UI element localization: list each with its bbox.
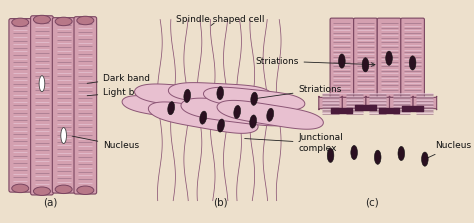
FancyBboxPatch shape — [377, 18, 401, 100]
Ellipse shape — [77, 16, 94, 25]
Ellipse shape — [327, 148, 334, 162]
FancyBboxPatch shape — [354, 18, 377, 100]
Ellipse shape — [55, 185, 72, 194]
Polygon shape — [203, 87, 305, 110]
Text: (a): (a) — [43, 197, 58, 207]
Text: Nucleus: Nucleus — [72, 136, 139, 151]
FancyBboxPatch shape — [31, 16, 53, 195]
Polygon shape — [168, 83, 272, 104]
Text: (b): (b) — [213, 197, 228, 207]
FancyBboxPatch shape — [330, 18, 354, 100]
Ellipse shape — [398, 146, 405, 161]
Ellipse shape — [168, 102, 174, 115]
Text: (c): (c) — [365, 197, 379, 207]
FancyBboxPatch shape — [401, 18, 424, 100]
FancyBboxPatch shape — [52, 18, 75, 193]
Ellipse shape — [410, 56, 416, 70]
Text: Spindle shaped cell: Spindle shaped cell — [176, 15, 264, 24]
Ellipse shape — [421, 152, 428, 166]
Ellipse shape — [338, 54, 345, 68]
Ellipse shape — [200, 111, 207, 124]
Text: Dark band: Dark band — [87, 74, 150, 83]
Ellipse shape — [39, 76, 45, 92]
Ellipse shape — [77, 186, 94, 194]
Polygon shape — [135, 84, 240, 108]
FancyBboxPatch shape — [319, 96, 342, 110]
Text: Striations: Striations — [257, 85, 342, 98]
Ellipse shape — [61, 128, 66, 144]
Ellipse shape — [251, 92, 257, 105]
Text: Junctional
complex: Junctional complex — [245, 133, 343, 153]
FancyBboxPatch shape — [74, 17, 97, 194]
FancyBboxPatch shape — [9, 19, 32, 192]
FancyBboxPatch shape — [413, 96, 437, 110]
Ellipse shape — [34, 15, 50, 24]
Ellipse shape — [267, 108, 273, 121]
Polygon shape — [181, 98, 293, 126]
FancyBboxPatch shape — [366, 96, 390, 110]
Polygon shape — [148, 102, 258, 133]
Ellipse shape — [12, 184, 29, 193]
Ellipse shape — [362, 58, 369, 72]
Polygon shape — [217, 100, 323, 129]
Text: Nucleus: Nucleus — [428, 141, 471, 158]
Ellipse shape — [218, 119, 224, 132]
Ellipse shape — [34, 187, 50, 195]
Ellipse shape — [351, 145, 357, 160]
Polygon shape — [122, 96, 220, 121]
Ellipse shape — [217, 87, 224, 100]
Ellipse shape — [12, 18, 29, 27]
FancyBboxPatch shape — [342, 96, 366, 110]
Ellipse shape — [55, 17, 72, 26]
Ellipse shape — [234, 105, 241, 119]
Ellipse shape — [184, 89, 191, 103]
Text: Striations: Striations — [255, 57, 375, 66]
FancyBboxPatch shape — [390, 96, 413, 110]
Ellipse shape — [374, 150, 381, 164]
Ellipse shape — [250, 115, 256, 128]
Ellipse shape — [386, 51, 392, 65]
Text: Light band: Light band — [87, 88, 152, 97]
